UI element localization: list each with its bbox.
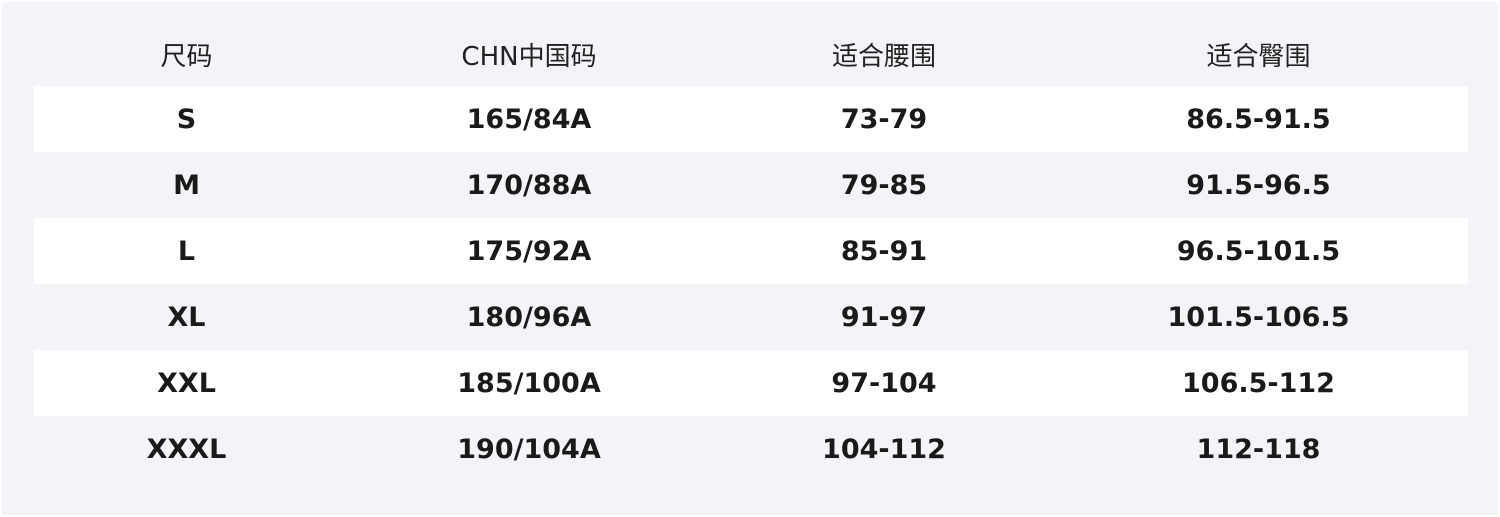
table-cell: S — [176, 103, 197, 135]
header-row: 尺码 CHN中国码 适合腰围 适合臀围 — [34, 22, 1468, 86]
table-cell: 79-85 — [840, 169, 928, 201]
table-row: L 175/92A 85-91 96.5-101.5 — [34, 218, 1468, 284]
table-cell: XL — [167, 301, 206, 333]
header-cell: CHN中国码 — [461, 41, 597, 72]
table-cell: 175/92A — [466, 235, 592, 267]
table-cell: 85-91 — [840, 235, 928, 267]
header-cell: 适合臀围 — [1206, 41, 1311, 72]
table-cell: 96.5-101.5 — [1176, 235, 1341, 267]
table-cell: 112-118 — [1196, 433, 1321, 465]
table-cell: 185/100A — [457, 367, 601, 399]
table-row: S 165/84A 73-79 86.5-91.5 — [34, 86, 1468, 152]
table-cell: 104-112 — [822, 433, 946, 465]
table-cell: 190/104A — [457, 433, 601, 465]
table-cell: L — [177, 235, 196, 267]
table-row: XXL 185/100A 97-104 106.5-112 — [34, 350, 1468, 416]
table-cell: 180/96A — [466, 301, 592, 333]
table-cell: XXXL — [146, 433, 227, 465]
table-cell: 165/84A — [466, 103, 592, 135]
size-table: 尺码 CHN中国码 适合腰围 适合臀围 S 165/84A 73-79 86.5-91.5 M 1… — [34, 22, 1468, 482]
table-cell: 91-97 — [840, 301, 928, 333]
table-row: XXXL 190/104A 104-112 112-118 — [34, 416, 1468, 482]
table-cell: 91.5-96.5 — [1186, 169, 1331, 201]
table-cell: 97-104 — [831, 367, 937, 399]
header-cell: 适合腰围 — [831, 41, 936, 72]
table-cell: 73-79 — [840, 103, 928, 135]
table-row: M 170/88A 79-85 91.5-96.5 — [34, 152, 1468, 218]
table-cell: 101.5-106.5 — [1167, 301, 1350, 333]
table-cell: 170/88A — [466, 169, 592, 201]
table-cell: M — [173, 169, 200, 201]
table-cell: XXL — [157, 367, 216, 399]
table-row: XL 180/96A 91-97 101.5-106.5 — [34, 284, 1468, 350]
header-cell: 尺码 — [160, 41, 213, 72]
table-cell: 106.5-112 — [1182, 367, 1335, 399]
table-cell: 86.5-91.5 — [1186, 103, 1331, 135]
